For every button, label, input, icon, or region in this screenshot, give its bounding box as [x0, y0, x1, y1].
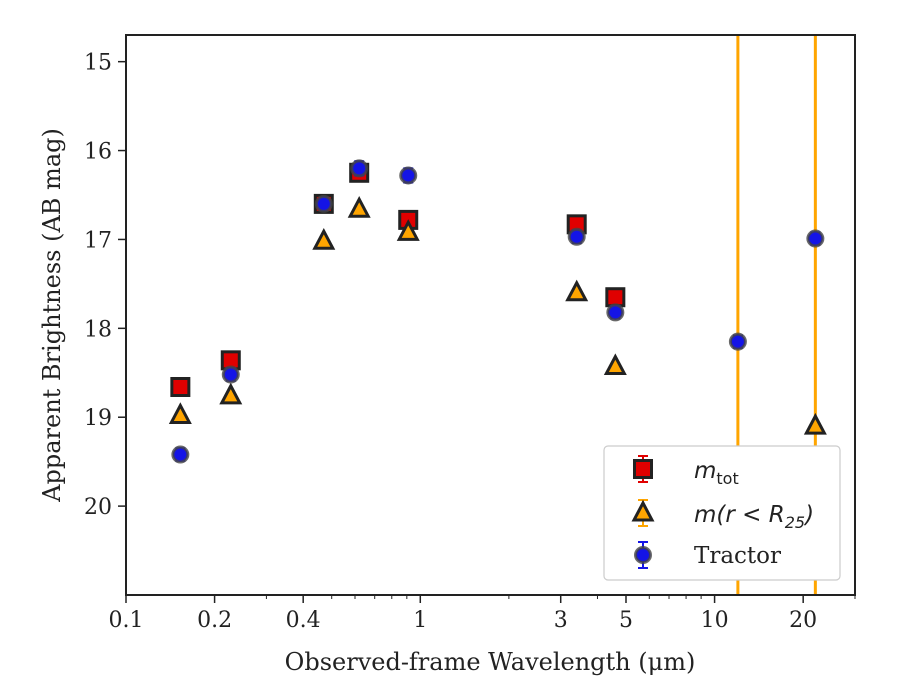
- data-point: [219, 382, 243, 405]
- data-point: [347, 196, 371, 218]
- data-point: [221, 365, 240, 384]
- data-point: [806, 229, 825, 248]
- legend-box: [603, 445, 841, 581]
- series-m-tot: [170, 162, 626, 397]
- data-point: [168, 402, 192, 424]
- legend-label-tractor: Tractor: [694, 543, 781, 569]
- x-tick-label: 10: [701, 608, 729, 633]
- data-point: [314, 194, 333, 213]
- data-point: [565, 279, 589, 302]
- data-point: [312, 228, 336, 250]
- y-tick-label: 16: [84, 140, 112, 165]
- y-tick-label: 17: [84, 228, 112, 253]
- y-tick-label: 18: [84, 317, 112, 342]
- data-point: [399, 166, 418, 185]
- data-point: [605, 287, 626, 308]
- axes: 0.1 0.2 0.4 1 3 5 10 20 15 16 17 18 19 20: [84, 51, 856, 633]
- data-point: [171, 445, 190, 464]
- x-tick-label: 3: [554, 608, 568, 633]
- y-tick-label: 15: [84, 51, 112, 76]
- legend: mtot m(r < R25) Tractor: [603, 445, 841, 581]
- series-tractor: [171, 159, 825, 464]
- legend-marker: [633, 459, 653, 479]
- data-point: [170, 377, 191, 397]
- data-point: [803, 412, 827, 435]
- y-tick-label: 20: [84, 495, 112, 520]
- data-point: [350, 159, 369, 178]
- data-point: [728, 332, 747, 351]
- x-axis-title: Observed-frame Wavelength (μm): [285, 648, 696, 676]
- legend-markers: [631, 455, 655, 569]
- legend-marker: [634, 546, 652, 564]
- series-m-r-r25-: [168, 196, 827, 435]
- x-tick-label: 0.4: [286, 608, 321, 633]
- legend-marker: [631, 499, 655, 522]
- data-point: [396, 219, 420, 241]
- y-axis-title: Apparent Brightness (AB mag): [38, 128, 66, 503]
- data-point: [606, 303, 625, 322]
- x-tick-label: 1: [413, 608, 427, 633]
- data-point: [567, 227, 586, 246]
- data-point: [603, 353, 627, 376]
- x-tick-label: 20: [789, 608, 817, 633]
- x-tick-label: 0.1: [109, 608, 144, 633]
- x-tick-label: 5: [619, 608, 633, 633]
- x-tick-label: 0.2: [197, 608, 232, 633]
- data-markers: [168, 159, 827, 464]
- y-tick-label: 19: [84, 406, 112, 431]
- plot-frame: [125, 34, 856, 596]
